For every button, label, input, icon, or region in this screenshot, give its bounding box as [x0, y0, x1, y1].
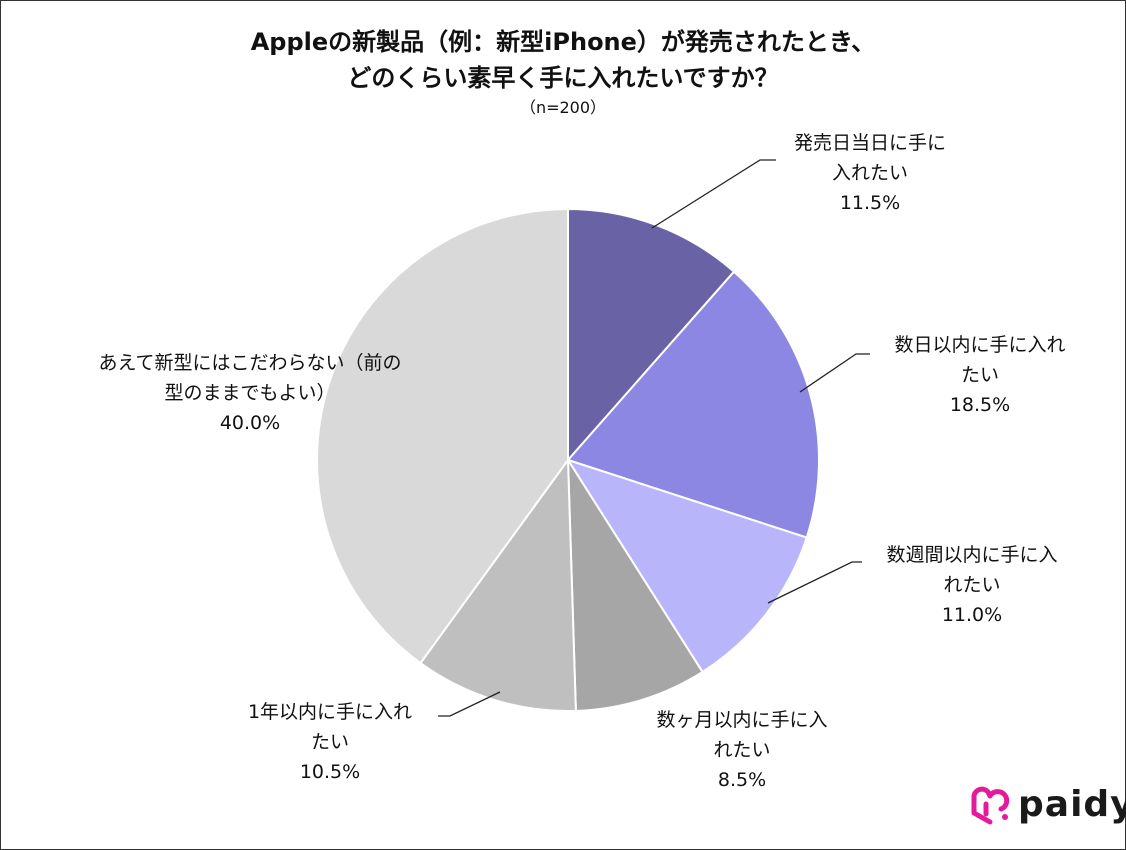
- pie-slice-2: [566, 270, 820, 539]
- leader-line-2: [799, 353, 870, 393]
- chart-title: Appleの新製品（例：新型iPhone）が発売されたとき、: [250, 28, 876, 56]
- pie-slice-6: [316, 207, 569, 665]
- slice-label-5: 1年以内に手に入れ たい 10.5%: [247, 701, 413, 783]
- paidy-logo-icon: [971, 786, 1010, 825]
- leader-line-3: [767, 561, 862, 604]
- slice-label-3: 数週間以内に手に入 れたい 11.0%: [886, 544, 1058, 626]
- chart-subtitle: （n=200）: [519, 98, 607, 117]
- paidy-logo-text: paidy: [1018, 783, 1126, 825]
- pie-slice-5: [419, 457, 577, 712]
- pie-slice-3: [565, 458, 808, 674]
- slice-label-4: 数ヶ月以内に手に入 れたい 8.5%: [656, 709, 828, 791]
- slice-label-6: あえて新型にはこだわらない（前の 型のままでもよい） 40.0%: [98, 352, 402, 434]
- pie-slice-4: [566, 456, 704, 712]
- leader-lines: [438, 159, 870, 717]
- slice-label-1: 発売日当日に手に 入れたい 11.5%: [793, 132, 946, 214]
- chart-title-line2: どのくらい素早く手に入れたいですか？: [347, 64, 779, 92]
- slice-label-2: 数日以内に手に入れ たい 18.5%: [894, 334, 1066, 416]
- leader-line-1: [651, 159, 776, 229]
- leader-line-5: [438, 691, 501, 717]
- paidy-logo: paidy: [968, 782, 1126, 826]
